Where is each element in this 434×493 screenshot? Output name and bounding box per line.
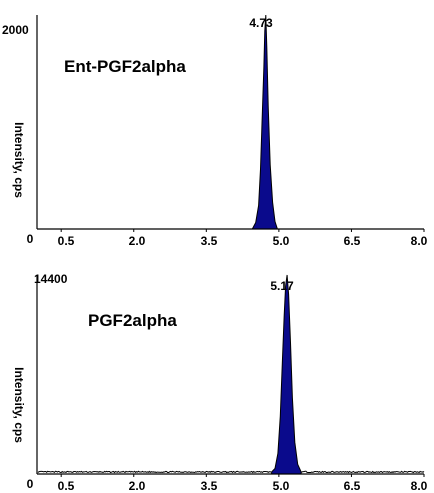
chart-panel-2: 14400 PGF2alpha Intensity, cps 5.17 0 0.…: [12, 272, 428, 493]
y-top-label-1: 2000: [2, 23, 29, 37]
chart-title-1: Ent-PGF2alpha: [64, 57, 186, 76]
chromatogram-peak: [271, 274, 302, 475]
x-tick-label: 2.0: [129, 479, 146, 493]
chromatogram-peak: [251, 14, 279, 230]
x-tick-label: 8.0: [411, 479, 428, 493]
x-tick-label: 0.5: [58, 479, 75, 493]
x-tick-label: 2.0: [129, 234, 146, 248]
y-top-label-2: 14400: [34, 272, 68, 286]
plot-area-2: [37, 274, 425, 477]
chart-panel-1: 2000 Ent-PGF2alpha Intensity, cps 4.73 0…: [2, 14, 428, 248]
baseline-trace: [300, 470, 425, 474]
x-tick-labels-1: 0 0.5 2.0 3.5 5.0 6.5 8.0: [27, 232, 428, 248]
x-tick-label: 8.0: [411, 234, 428, 248]
x-tick-label: 5.0: [273, 479, 290, 493]
x-tick-label: 6.5: [344, 234, 361, 248]
x-tick-label: 0: [27, 232, 34, 246]
baseline-trace: [37, 470, 272, 474]
x-tick-label: 0.5: [58, 234, 75, 248]
chart-title-2: PGF2alpha: [88, 311, 177, 330]
plot-area-1: [38, 14, 425, 232]
peak-label-1: 4.73: [249, 16, 273, 30]
x-tick-labels-2: 0 0.5 2.0 3.5 5.0 6.5 8.0: [27, 477, 428, 493]
x-tick-label: 5.0: [273, 234, 290, 248]
x-tick-label: 6.5: [344, 479, 361, 493]
x-tick-label: 0: [27, 477, 34, 491]
peak-label-2: 5.17: [270, 279, 294, 293]
y-axis-label-2: Intensity, cps: [12, 367, 26, 443]
y-axis-label-1: Intensity, cps: [12, 122, 26, 198]
x-tick-label: 3.5: [201, 479, 218, 493]
x-tick-label: 3.5: [201, 234, 218, 248]
